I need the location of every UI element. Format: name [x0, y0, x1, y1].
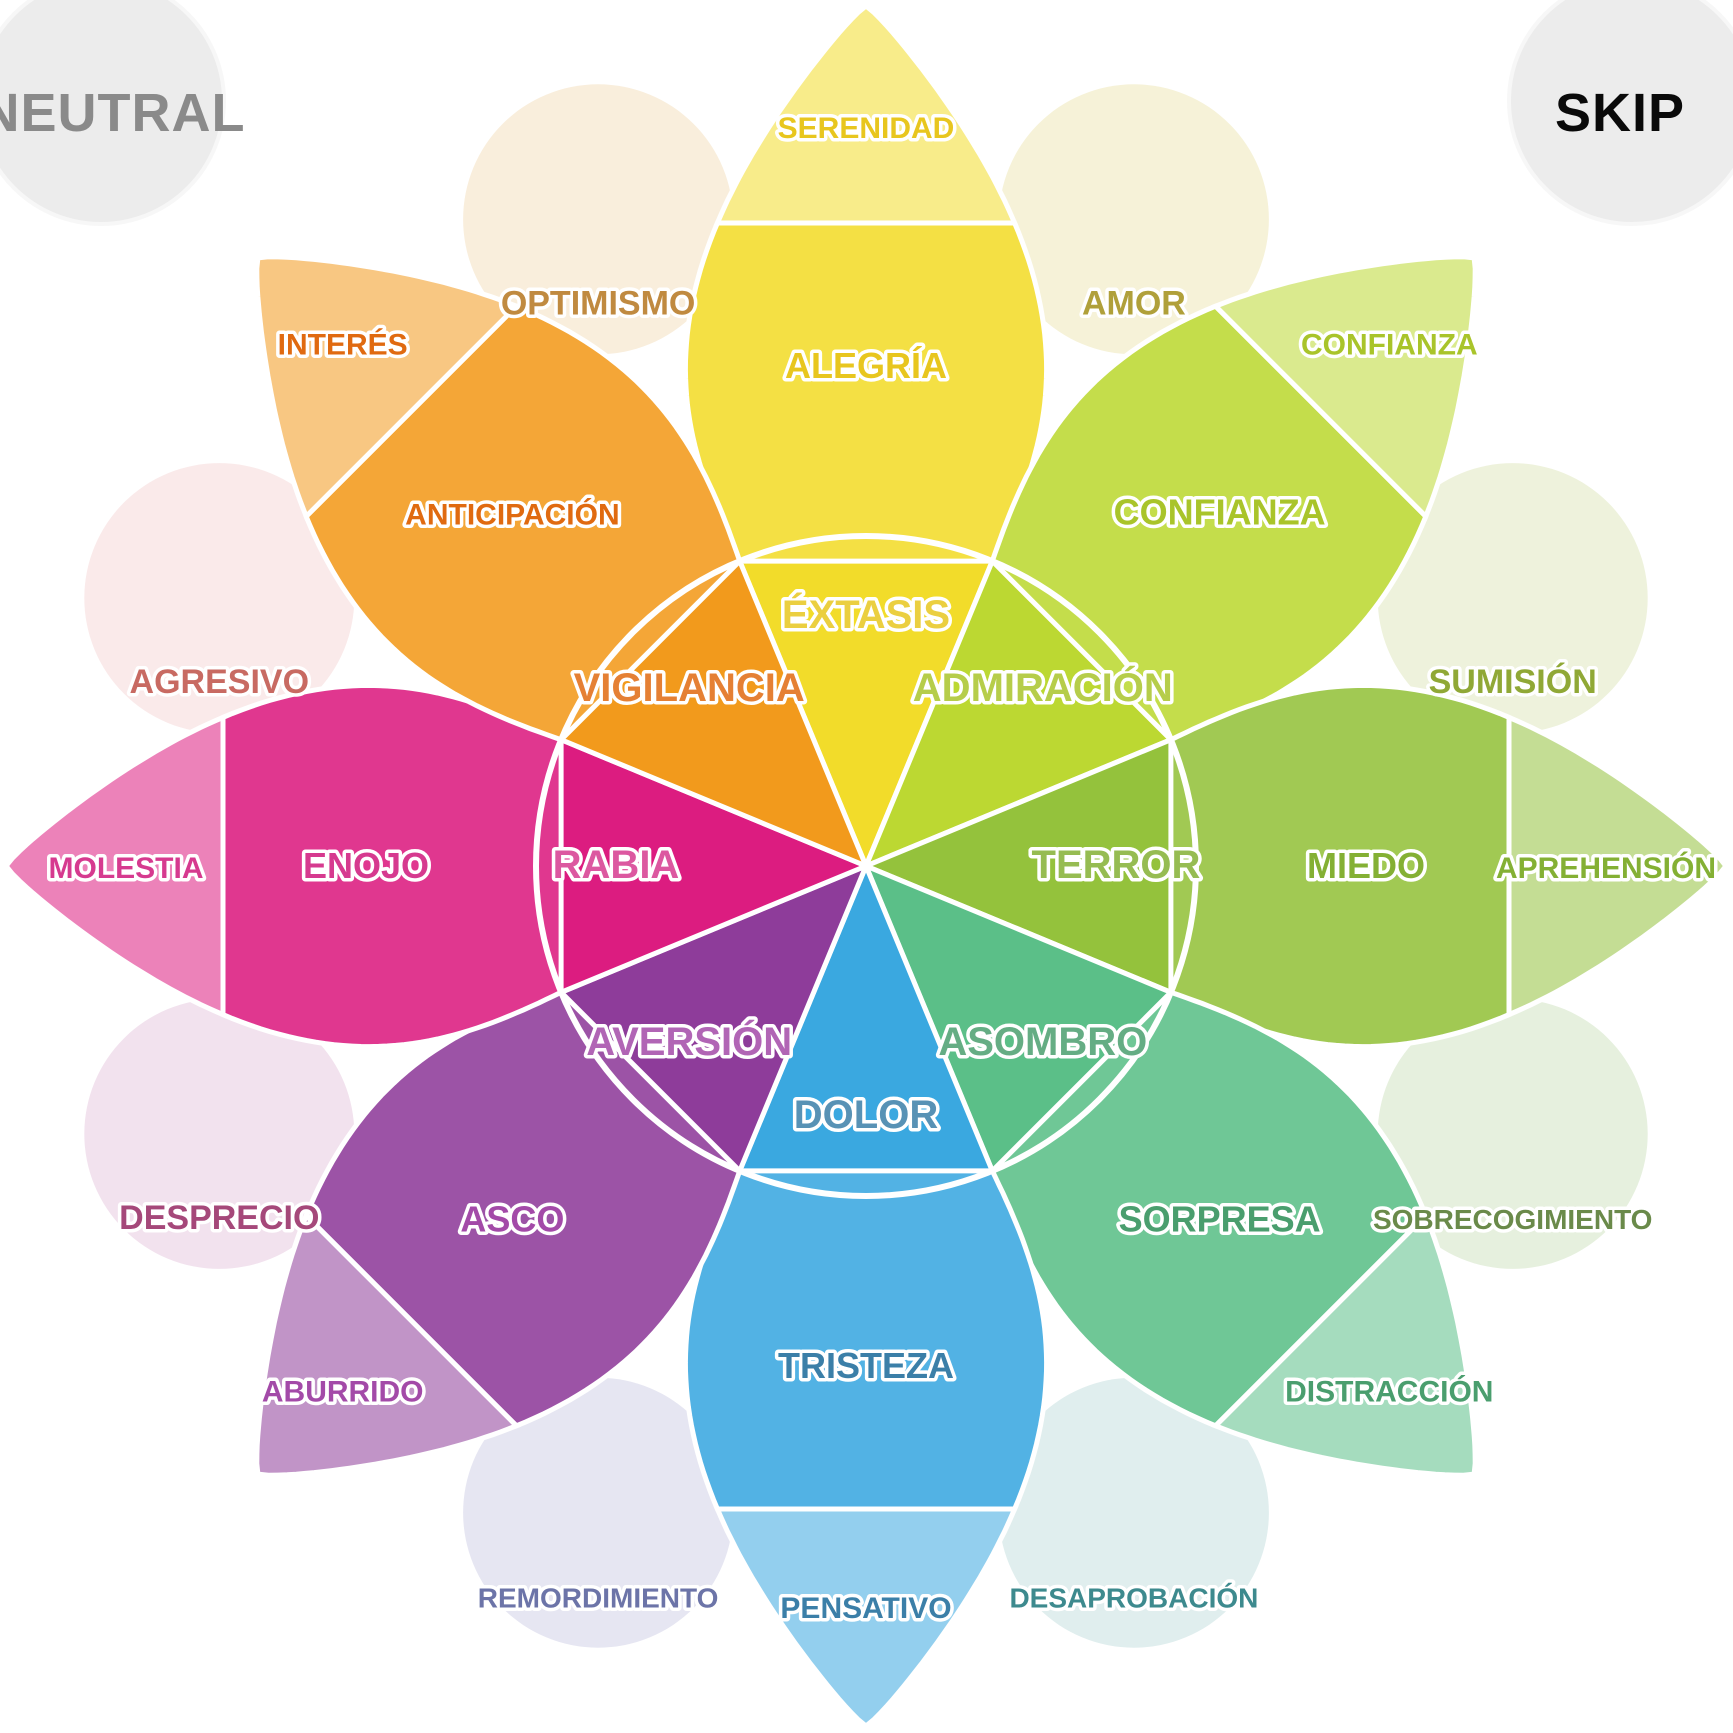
combo-label-7: OPTIMISMO — [501, 284, 696, 322]
skip-button[interactable]: SKIP — [1507, 0, 1733, 226]
combo-circle-0[interactable] — [998, 84, 1269, 355]
label-inner-magenta: RABIA — [553, 843, 680, 887]
label-middle-teal: SORPRESA — [1119, 1199, 1321, 1240]
label-inner-orange: VIGILANCIA — [574, 666, 805, 710]
label-inner-yellow: ÉXTASIS — [782, 592, 950, 637]
combo-circle-3[interactable] — [998, 1377, 1269, 1648]
combo-circle-2[interactable] — [1377, 998, 1648, 1269]
label-inner-purple: AVERSIÓN — [586, 1018, 792, 1064]
combo-label-4: REMORDIMIENTO — [478, 1583, 719, 1614]
petal-middle-blue[interactable] — [682, 1168, 1050, 1512]
label-inner-lime: ADMIRACIÓN — [913, 664, 1173, 710]
label-outer-orange: INTERÉS — [278, 328, 408, 362]
label-outer-purple: ABURRIDO — [262, 1375, 424, 1408]
label-middle-orange: ANTICIPACIÓN — [405, 497, 619, 531]
combo-circle-6[interactable] — [84, 463, 355, 734]
combo-circle-1[interactable] — [1377, 463, 1648, 734]
combo-label-1: SUMISIÓN — [1429, 663, 1597, 701]
label-outer-yellow: SERENIDAD — [778, 112, 955, 145]
combo-label-0: AMOR — [1082, 284, 1186, 322]
skip-button-label: SKIP — [1554, 83, 1686, 143]
petal-outer-green[interactable] — [1506, 713, 1730, 1019]
inner-ring — [533, 533, 1199, 1199]
neutral-button[interactable]: NEUTRAL — [0, 0, 245, 226]
label-outer-blue: PENSATIVO — [780, 1592, 951, 1625]
petal-outer-lime[interactable] — [1211, 254, 1478, 521]
combo-circle-4[interactable] — [463, 1377, 734, 1648]
combo-label-2: SOBRECOGIMIENTO — [1373, 1204, 1653, 1235]
petal-outer-teal[interactable] — [1211, 1211, 1478, 1478]
combo-circle-7[interactable] — [463, 84, 734, 355]
label-inner-green: TERROR — [1032, 843, 1201, 887]
label-middle-green: MIEDO — [1307, 845, 1425, 886]
label-middle-yellow: ALEGRÍA — [785, 345, 947, 386]
combo-circle-5[interactable] — [84, 998, 355, 1269]
petal-middle-yellow[interactable] — [682, 220, 1050, 564]
neutral-button-label: NEUTRAL — [0, 83, 246, 143]
petal-outer-yellow[interactable] — [713, 2, 1019, 226]
label-middle-blue: TRISTEZA — [778, 1345, 954, 1386]
petal-outer-purple[interactable] — [254, 1211, 521, 1478]
label-middle-purple: ASCO — [460, 1199, 564, 1240]
label-outer-green: APREHENSIÓN — [1496, 851, 1716, 885]
combo-label-5: DESPRECIO — [119, 1199, 319, 1237]
label-outer-magenta: MOLESTIA — [49, 852, 204, 885]
label-middle-lime: CONFIANZA — [1114, 491, 1326, 532]
petal-outer-magenta[interactable] — [2, 713, 226, 1019]
combo-label-6: AGRESIVO — [130, 663, 309, 701]
label-outer-teal: DISTRACCIÓN — [1285, 1374, 1493, 1408]
label-outer-lime: CONFIANZA — [1301, 329, 1478, 362]
petal-outer-orange[interactable] — [254, 254, 521, 521]
label-inner-teal: ASOMBRO — [938, 1020, 1147, 1064]
label-inner-blue: DOLOR — [794, 1093, 939, 1137]
label-middle-magenta: ENOJO — [303, 845, 429, 886]
petal-outer-blue[interactable] — [713, 1506, 1019, 1730]
combo-label-3: DESAPROBACIÓN — [1009, 1583, 1258, 1614]
